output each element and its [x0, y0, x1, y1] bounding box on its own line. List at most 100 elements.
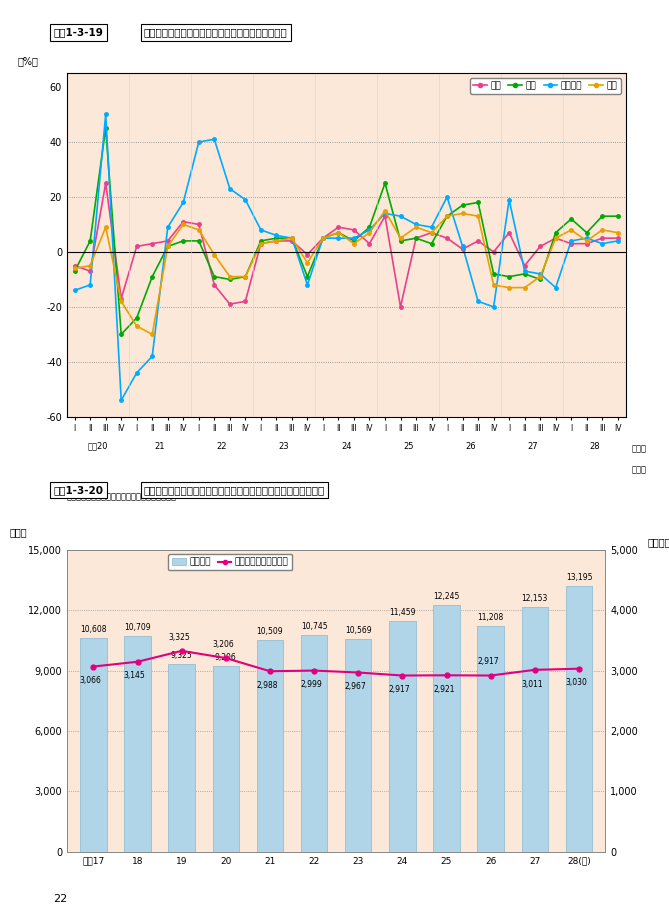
- 全体: [226, 271, 234, 282]
- 貸家: [334, 227, 343, 238]
- 全体: [71, 263, 79, 274]
- 分譲住宅: [505, 194, 513, 205]
- 貸家: [304, 271, 312, 282]
- 持家: [598, 233, 606, 244]
- 全体: [242, 271, 250, 282]
- 貸家: [381, 178, 389, 189]
- 分譲住宅: [304, 279, 312, 290]
- Bar: [169, 664, 195, 852]
- 貸家: [195, 235, 203, 246]
- Text: 22: 22: [54, 894, 68, 904]
- Bar: [124, 636, 151, 852]
- 分譲住宅: [552, 282, 560, 293]
- 貸家: [443, 211, 451, 222]
- Bar: [80, 638, 106, 852]
- 持家: [257, 238, 265, 249]
- 全体: [443, 211, 451, 222]
- Text: 24: 24: [341, 442, 351, 451]
- Text: 10,569: 10,569: [345, 626, 371, 635]
- 分譲住宅: [71, 285, 79, 296]
- 貸家: [536, 274, 544, 285]
- 全体: [195, 224, 203, 235]
- 全体: [381, 205, 389, 216]
- 貸家: [210, 271, 218, 282]
- 分譲住宅: [365, 224, 373, 235]
- Text: 25: 25: [403, 442, 413, 451]
- 分譲住宅: [102, 109, 110, 120]
- 貸家: [490, 268, 498, 279]
- 貸家: [520, 268, 529, 279]
- 持家: [117, 293, 125, 304]
- 全体: [272, 235, 280, 246]
- 分譲住宅: [583, 233, 591, 244]
- Bar: [213, 666, 239, 852]
- 持家: [149, 238, 157, 249]
- 貸家: [350, 235, 358, 246]
- Text: （年）: （年）: [631, 465, 646, 474]
- Y-axis label: （万円）: （万円）: [648, 538, 669, 548]
- 分譲住宅: [210, 134, 218, 145]
- Text: 2,917: 2,917: [389, 685, 410, 694]
- Text: （期）: （期）: [631, 444, 646, 453]
- 持家: [412, 233, 420, 244]
- 分譲住宅: [86, 279, 94, 290]
- 分譲住宅: [272, 230, 280, 241]
- 貸家: [365, 222, 373, 233]
- Bar: [345, 638, 371, 852]
- Line: 貸家: 貸家: [73, 126, 619, 336]
- 貸家: [226, 274, 234, 285]
- Bar: [257, 640, 283, 852]
- 持家: [397, 301, 405, 312]
- 全体: [505, 282, 513, 293]
- Text: 12,245: 12,245: [434, 592, 460, 601]
- 分譲住宅: [613, 235, 622, 246]
- Text: 2,988: 2,988: [256, 681, 278, 690]
- Text: 9,206: 9,206: [215, 653, 237, 662]
- Text: 23: 23: [279, 442, 290, 451]
- 全体: [412, 222, 420, 233]
- 持家: [474, 235, 482, 246]
- Text: 3,145: 3,145: [124, 671, 146, 681]
- 分譲住宅: [474, 296, 482, 307]
- Text: 28: 28: [589, 442, 600, 451]
- 分譲住宅: [257, 224, 265, 235]
- Text: 資料：国土交通省「建築着工統計調査」より作成: 資料：国土交通省「建築着工統計調査」より作成: [67, 493, 177, 501]
- Text: 26: 26: [465, 442, 476, 451]
- 貸家: [412, 233, 420, 244]
- 貸家: [242, 271, 250, 282]
- 全体: [520, 282, 529, 293]
- Text: 10,608: 10,608: [80, 625, 106, 634]
- 持家: [458, 244, 466, 255]
- 分譲住宅: [412, 219, 420, 230]
- 貸家: [132, 312, 140, 323]
- 全体: [257, 238, 265, 249]
- 全体: [598, 224, 606, 235]
- 持家: [552, 233, 560, 244]
- 分譲住宅: [427, 222, 436, 233]
- 貸家: [397, 235, 405, 246]
- 分譲住宅: [443, 191, 451, 202]
- 全体: [288, 233, 296, 244]
- 持家: [272, 235, 280, 246]
- 貸家: [179, 235, 187, 246]
- 持家: [132, 241, 140, 252]
- 貸家: [149, 271, 157, 282]
- 貸家: [458, 200, 466, 211]
- 分譲住宅: [288, 233, 296, 244]
- 貸家: [86, 235, 94, 246]
- 全体: [319, 233, 327, 244]
- Legend: 成約戸数, 成約平均価格（右軸）: 成約戸数, 成約平均価格（右軸）: [169, 554, 292, 571]
- 全体: [117, 296, 125, 307]
- Text: 11,459: 11,459: [389, 608, 415, 617]
- 全体: [536, 271, 544, 282]
- 全体: [613, 227, 622, 238]
- 分譲住宅: [195, 136, 203, 147]
- Bar: [301, 636, 327, 852]
- 貸家: [102, 123, 110, 134]
- 貸家: [288, 233, 296, 244]
- 貸家: [567, 213, 575, 224]
- Bar: [389, 621, 415, 852]
- 持家: [490, 246, 498, 257]
- 分譲住宅: [458, 241, 466, 252]
- 全体: [86, 260, 94, 271]
